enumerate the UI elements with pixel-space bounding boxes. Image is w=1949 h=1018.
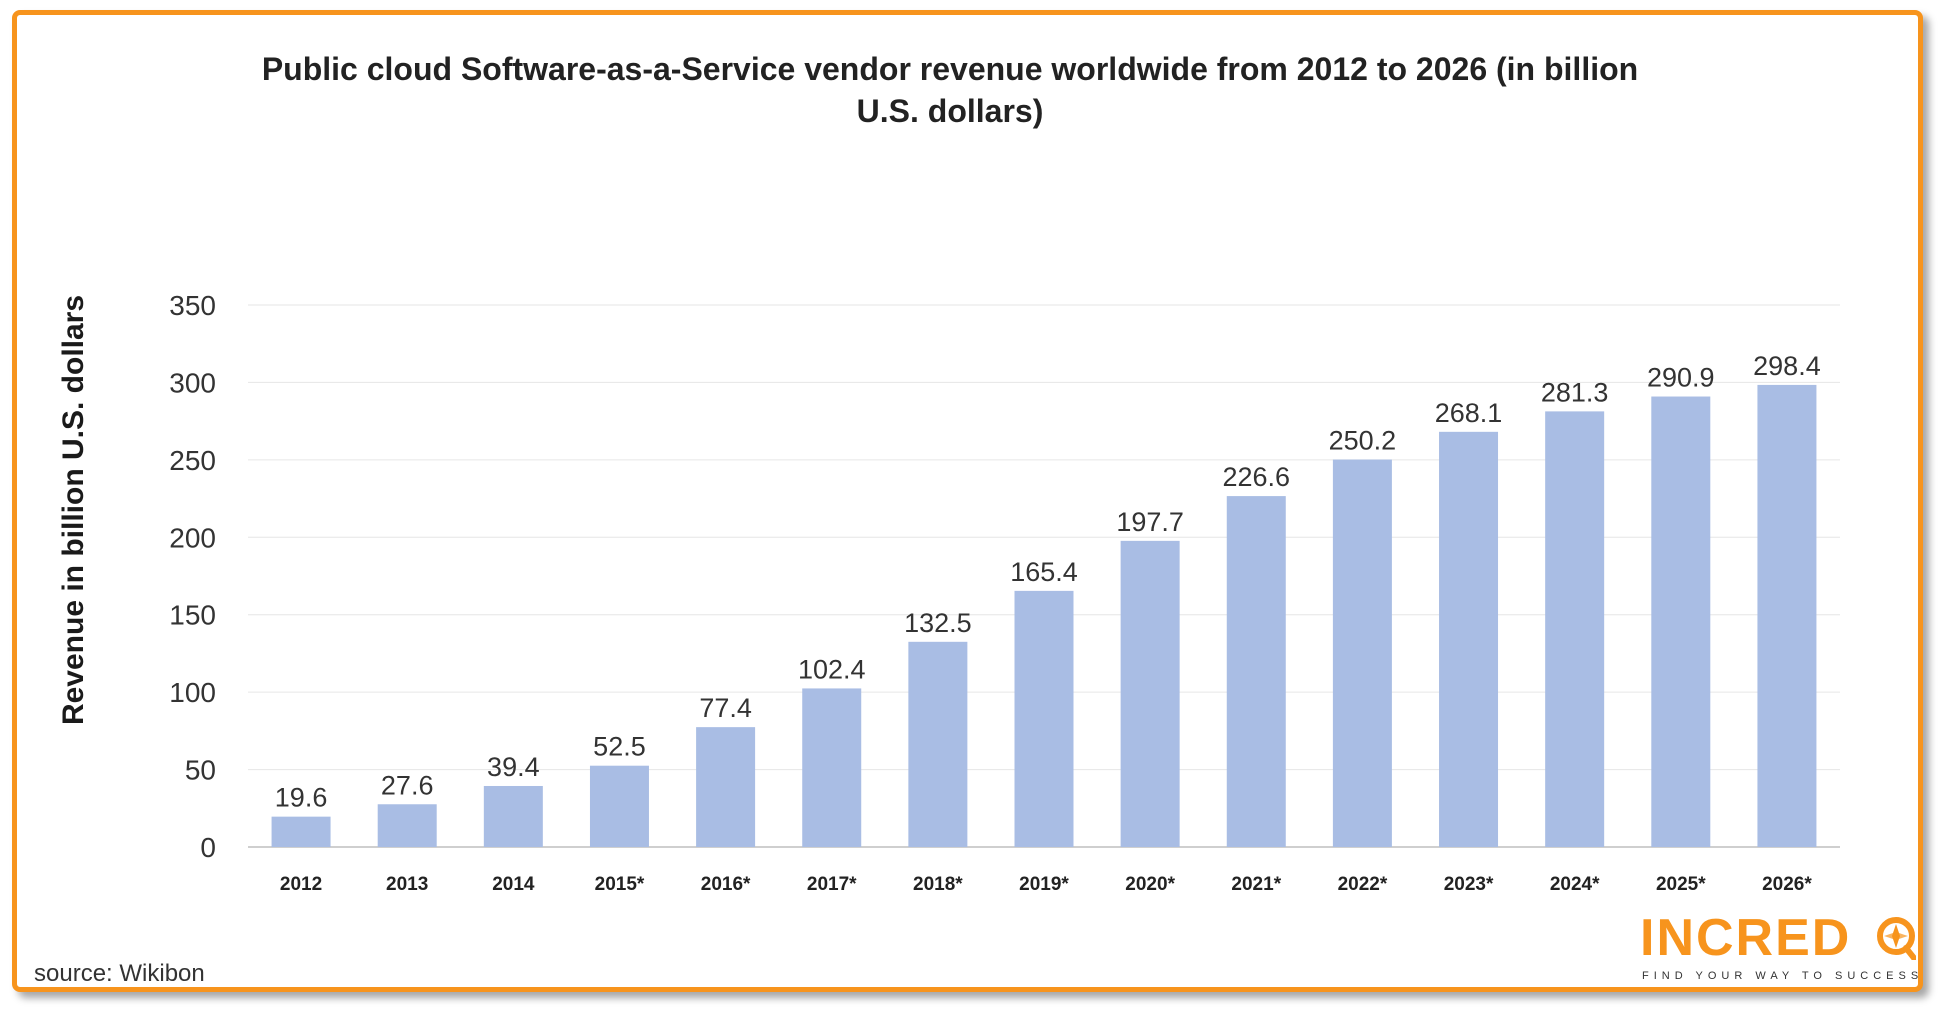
bar-value-label: 102.4 bbox=[798, 654, 866, 684]
bar bbox=[1014, 590, 1074, 847]
bar-value-label: 52.5 bbox=[593, 732, 646, 762]
bar bbox=[1439, 431, 1499, 847]
x-tick-label: 2015* bbox=[595, 874, 645, 895]
x-tick-label: 2021* bbox=[1231, 874, 1281, 895]
x-tick-label: 2012 bbox=[280, 874, 322, 895]
source-note: source: Wikibon bbox=[34, 960, 205, 987]
bar-value-label: 132.5 bbox=[904, 608, 972, 638]
bar bbox=[271, 816, 331, 847]
y-tick-label: 150 bbox=[169, 600, 216, 631]
x-tick-label: 2019* bbox=[1019, 874, 1069, 895]
bar-value-label: 19.6 bbox=[275, 783, 328, 813]
bar-value-label: 250.2 bbox=[1329, 426, 1397, 456]
x-tick-label: 2026* bbox=[1762, 874, 1812, 895]
bar bbox=[1651, 396, 1711, 847]
y-tick-label: 200 bbox=[169, 522, 216, 553]
bar-value-label: 226.6 bbox=[1222, 462, 1290, 492]
x-tick-label: 2025* bbox=[1656, 874, 1706, 895]
bar-value-label: 268.1 bbox=[1435, 398, 1503, 428]
bar bbox=[483, 785, 543, 847]
logo-tagline: FIND YOUR WAY TO SUCCESS bbox=[1642, 970, 1924, 982]
y-tick-label: 100 bbox=[169, 677, 216, 708]
bar-value-label: 281.3 bbox=[1541, 377, 1609, 407]
x-tick-label: 2020* bbox=[1125, 874, 1175, 895]
bar bbox=[1332, 459, 1392, 847]
bar-value-label: 27.6 bbox=[381, 770, 434, 800]
y-tick-label: 350 bbox=[169, 290, 216, 321]
bar bbox=[908, 641, 968, 847]
bar bbox=[589, 765, 649, 847]
bar bbox=[1757, 384, 1817, 847]
y-tick-label: 250 bbox=[169, 445, 216, 476]
chart-title: Public cloud Software-as-a-Service vendo… bbox=[261, 51, 1639, 129]
bar bbox=[1226, 496, 1286, 847]
bar bbox=[696, 727, 756, 847]
logo-compass-icon bbox=[1877, 917, 1916, 960]
bar-value-label: 165.4 bbox=[1010, 557, 1078, 587]
bar-value-label: 39.4 bbox=[487, 752, 540, 782]
bar-value-label: 197.7 bbox=[1116, 507, 1184, 537]
bar bbox=[1545, 411, 1605, 847]
x-tick-label: 2024* bbox=[1550, 874, 1600, 895]
y-tick-label: 0 bbox=[200, 832, 216, 863]
bar bbox=[802, 688, 862, 847]
bar bbox=[377, 804, 437, 847]
x-tick-label: 2022* bbox=[1338, 874, 1388, 895]
bar-value-label: 77.4 bbox=[699, 693, 752, 723]
x-tick-label: 2016* bbox=[701, 874, 751, 895]
incredo-logo: INCRED FIND YOUR WAY TO SUCCESS bbox=[1640, 910, 1920, 990]
bar bbox=[1120, 540, 1180, 847]
x-tick-label: 2013 bbox=[386, 874, 428, 895]
x-tick-label: 2018* bbox=[913, 874, 963, 895]
bar-value-label: 290.9 bbox=[1647, 363, 1715, 393]
bar-value-label: 298.4 bbox=[1753, 351, 1821, 381]
y-tick-label: 50 bbox=[185, 755, 216, 786]
x-tick-label: 2023* bbox=[1444, 874, 1494, 895]
x-tick-label: 2017* bbox=[807, 874, 857, 895]
logo-wordmark: INCRED bbox=[1640, 909, 1852, 967]
y-tick-label: 300 bbox=[169, 367, 216, 398]
x-tick-label: 2014 bbox=[492, 874, 535, 895]
